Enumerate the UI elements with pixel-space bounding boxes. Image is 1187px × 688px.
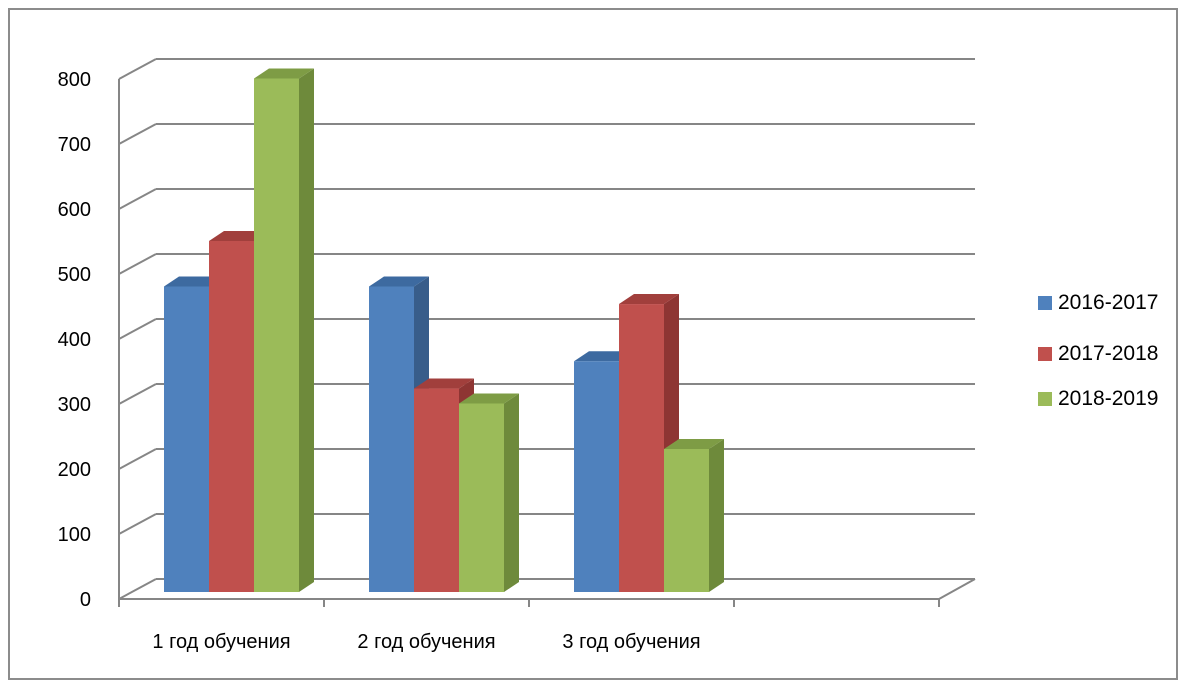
legend-item-2016-2017: 2016-2017 xyxy=(1038,290,1158,316)
gridline-side-7 xyxy=(118,123,157,145)
y-tick-label-5: 500 xyxy=(58,264,91,286)
y-tick-label-7: 700 xyxy=(58,134,91,156)
legend-swatch xyxy=(1038,347,1052,361)
y-tick-label-4: 400 xyxy=(58,329,91,351)
legend-label: 2017-2018 xyxy=(1058,342,1159,365)
legend-swatch xyxy=(1038,296,1052,310)
category-label-0: 1 год обучения xyxy=(152,631,290,653)
legend-item-2018-2019: 2018-2019 xyxy=(1038,386,1158,412)
gridline-side-6 xyxy=(118,188,157,210)
gridline-side-8 xyxy=(118,58,157,80)
bar-2018-2019-2 xyxy=(664,439,724,592)
y-tick-label-1: 100 xyxy=(58,524,91,546)
legend-label: 2018-2019 xyxy=(1058,387,1159,410)
gridline-side-2 xyxy=(118,448,157,470)
gridline-side-1 xyxy=(118,513,157,535)
y-tick-label-0: 0 xyxy=(80,589,91,611)
gridline-side-0 xyxy=(118,578,157,600)
category-label-2: 3 год обучения xyxy=(562,631,700,653)
y-tick-label-8: 800 xyxy=(58,69,91,91)
y-tick-label-2: 200 xyxy=(58,459,91,481)
category-label-1: 2 год обучения xyxy=(357,631,495,653)
bar-2018-2019-1 xyxy=(459,393,519,592)
legend-swatch xyxy=(1038,392,1052,406)
legend-label: 2016-2017 xyxy=(1058,291,1159,314)
y-tick-label-3: 300 xyxy=(58,394,91,416)
gridline-side-4 xyxy=(118,318,157,340)
gridline-side-5 xyxy=(118,253,157,275)
bar-2018-2019-0 xyxy=(254,68,314,592)
floor-right-edge xyxy=(938,578,976,600)
gridline-side-3 xyxy=(118,383,157,405)
y-tick-label-6: 600 xyxy=(58,199,91,221)
legend-item-2017-2018: 2017-2018 xyxy=(1038,341,1158,367)
